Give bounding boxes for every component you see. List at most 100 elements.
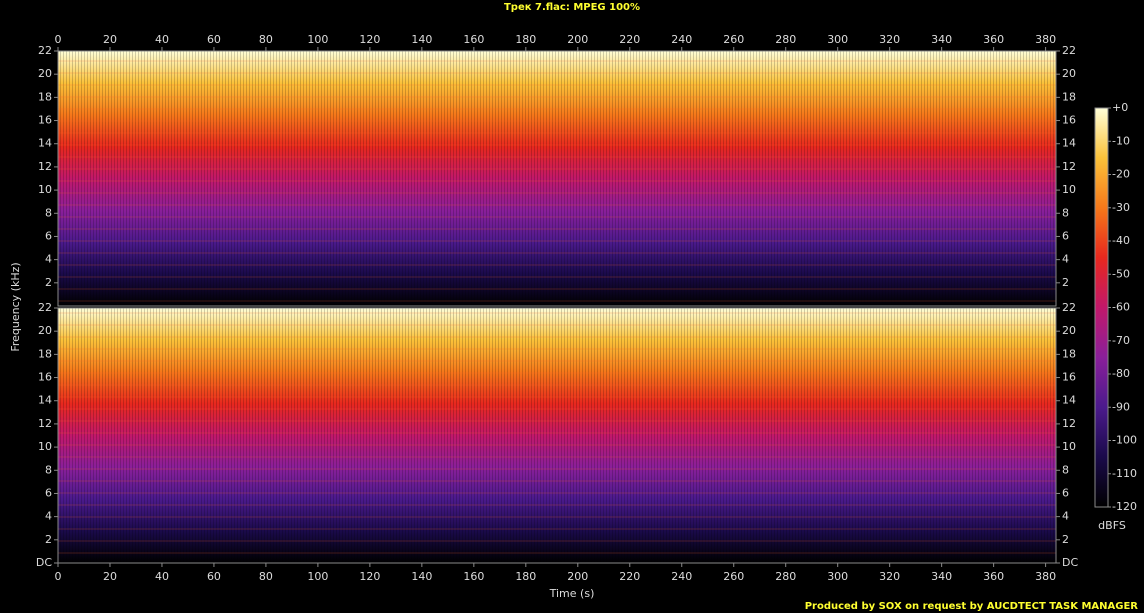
panel-frame [57, 307, 1057, 564]
y-tick-label: 2 [45, 533, 52, 546]
y-tick-label: 16 [38, 371, 52, 384]
y-tick-label: 4 [45, 253, 52, 266]
x-tick-label: 260 [723, 33, 744, 46]
x-tick-label: 320 [879, 570, 900, 583]
x-tick-label: 160 [463, 570, 484, 583]
x-tick-label: 120 [359, 33, 380, 46]
chart-title: Трек 7.flac: MPEG 100% [504, 2, 640, 13]
x-tick-label: 100 [307, 570, 328, 583]
panel-frame [57, 50, 1057, 307]
y-tick-label: 10 [38, 440, 52, 453]
spectrogram-texture [58, 308, 1056, 563]
y-tick-label: 22 [1062, 301, 1076, 314]
y-tick-label: 20 [1062, 324, 1076, 337]
x-tick-label: 220 [619, 33, 640, 46]
x-tick-label: 220 [619, 570, 640, 583]
x-tick-label: 280 [775, 33, 796, 46]
x-tick-label: 40 [155, 33, 169, 46]
footer: Produced by SOX on request by AUCDTECT T… [805, 601, 1139, 612]
y-tick-label: 12 [38, 417, 52, 430]
y-tick-label: 14 [38, 394, 52, 407]
y-tick-label: 2 [1062, 533, 1069, 546]
x-tick-label: 100 [307, 33, 328, 46]
x-tick-label: 80 [259, 570, 273, 583]
y-tick-label: 8 [1062, 206, 1069, 219]
y-tick-label: 6 [1062, 486, 1069, 499]
y-tick-label: 12 [1062, 160, 1076, 173]
y-tick-label: DC [1062, 556, 1078, 569]
x-tick-label: 140 [411, 33, 432, 46]
y-tick-label: 22 [38, 44, 52, 57]
x-tick-label: 0 [55, 570, 62, 583]
y-tick-label: 6 [45, 229, 52, 242]
x-tick-label: 360 [983, 33, 1004, 46]
x-tick-label: 20 [103, 33, 117, 46]
x-tick-label: 380 [1035, 570, 1056, 583]
y-tick-label: 6 [45, 486, 52, 499]
colorbar-tick-label: -50 [1112, 267, 1130, 280]
y-tick-label: 18 [38, 90, 52, 103]
y-tick-label: 12 [1062, 417, 1076, 430]
y-tick-label: 4 [45, 510, 52, 523]
y-tick-label: 20 [1062, 67, 1076, 80]
x-tick-label: 140 [411, 570, 432, 583]
y-tick-label: 22 [1062, 44, 1076, 57]
x-tick-label: 240 [671, 33, 692, 46]
colorbar-label: dBFS [1098, 519, 1126, 532]
colorbar-tick-label: -20 [1112, 168, 1130, 181]
colorbar [1094, 107, 1109, 508]
y-tick-label: 14 [1062, 137, 1076, 150]
y-tick-label: 2 [1062, 276, 1069, 289]
y-tick-label: 20 [38, 67, 52, 80]
y-tick-label: 8 [45, 463, 52, 476]
y-tick-label: 16 [1062, 371, 1076, 384]
y-tick-label: 18 [38, 347, 52, 360]
y-tick-label: 16 [1062, 114, 1076, 127]
y-tick-label: 20 [38, 324, 52, 337]
colorbar-tick-label: -80 [1112, 367, 1130, 380]
x-tick-label: 40 [155, 570, 169, 583]
x-tick-label: 240 [671, 570, 692, 583]
x-tick-label: 320 [879, 33, 900, 46]
x-tick-label: 300 [827, 33, 848, 46]
colorbar-tick-label: -60 [1112, 301, 1130, 314]
colorbar-tick-label: -40 [1112, 234, 1130, 247]
y-tick-label: 4 [1062, 510, 1069, 523]
y-tick-label: 10 [1062, 183, 1076, 196]
colorbar-tick-label: -70 [1112, 334, 1130, 347]
x-tick-label: 340 [931, 33, 952, 46]
x-tick-label: 340 [931, 570, 952, 583]
colorbar-tick-label: -10 [1112, 134, 1130, 147]
x-tick-label: 200 [567, 570, 588, 583]
x-tick-label: 280 [775, 570, 796, 583]
y-tick-label: 2 [45, 276, 52, 289]
x-tick-label: 180 [515, 33, 536, 46]
colorbar-tick-label: -100 [1112, 434, 1137, 447]
y-tick-label: 10 [38, 183, 52, 196]
x-tick-label: 380 [1035, 33, 1056, 46]
y-tick-label: 8 [45, 206, 52, 219]
x-tick-label: 0 [55, 33, 62, 46]
x-tick-label: 260 [723, 570, 744, 583]
x-tick-label: 160 [463, 33, 484, 46]
y-tick-label: 22 [38, 301, 52, 314]
x-tick-label: 80 [259, 33, 273, 46]
colorbar-tick-label: -90 [1112, 400, 1130, 413]
y-tick-label: 16 [38, 114, 52, 127]
x-tick-label: 120 [359, 570, 380, 583]
y-tick-label: 18 [1062, 347, 1076, 360]
colorbar-tick-label: -30 [1112, 201, 1130, 214]
y-axis-label: Frequency (kHz) [9, 262, 22, 351]
y-tick-label: DC [36, 556, 52, 569]
x-tick-label: 60 [207, 570, 221, 583]
y-tick-label: 18 [1062, 90, 1076, 103]
x-axis-label: Time (s) [549, 587, 595, 600]
y-tick-label: 12 [38, 160, 52, 173]
y-tick-label: 14 [1062, 394, 1076, 407]
x-tick-label: 360 [983, 570, 1004, 583]
y-tick-label: 14 [38, 137, 52, 150]
y-tick-label: 10 [1062, 440, 1076, 453]
colorbar-tick-label: +0 [1112, 101, 1128, 114]
x-tick-label: 300 [827, 570, 848, 583]
